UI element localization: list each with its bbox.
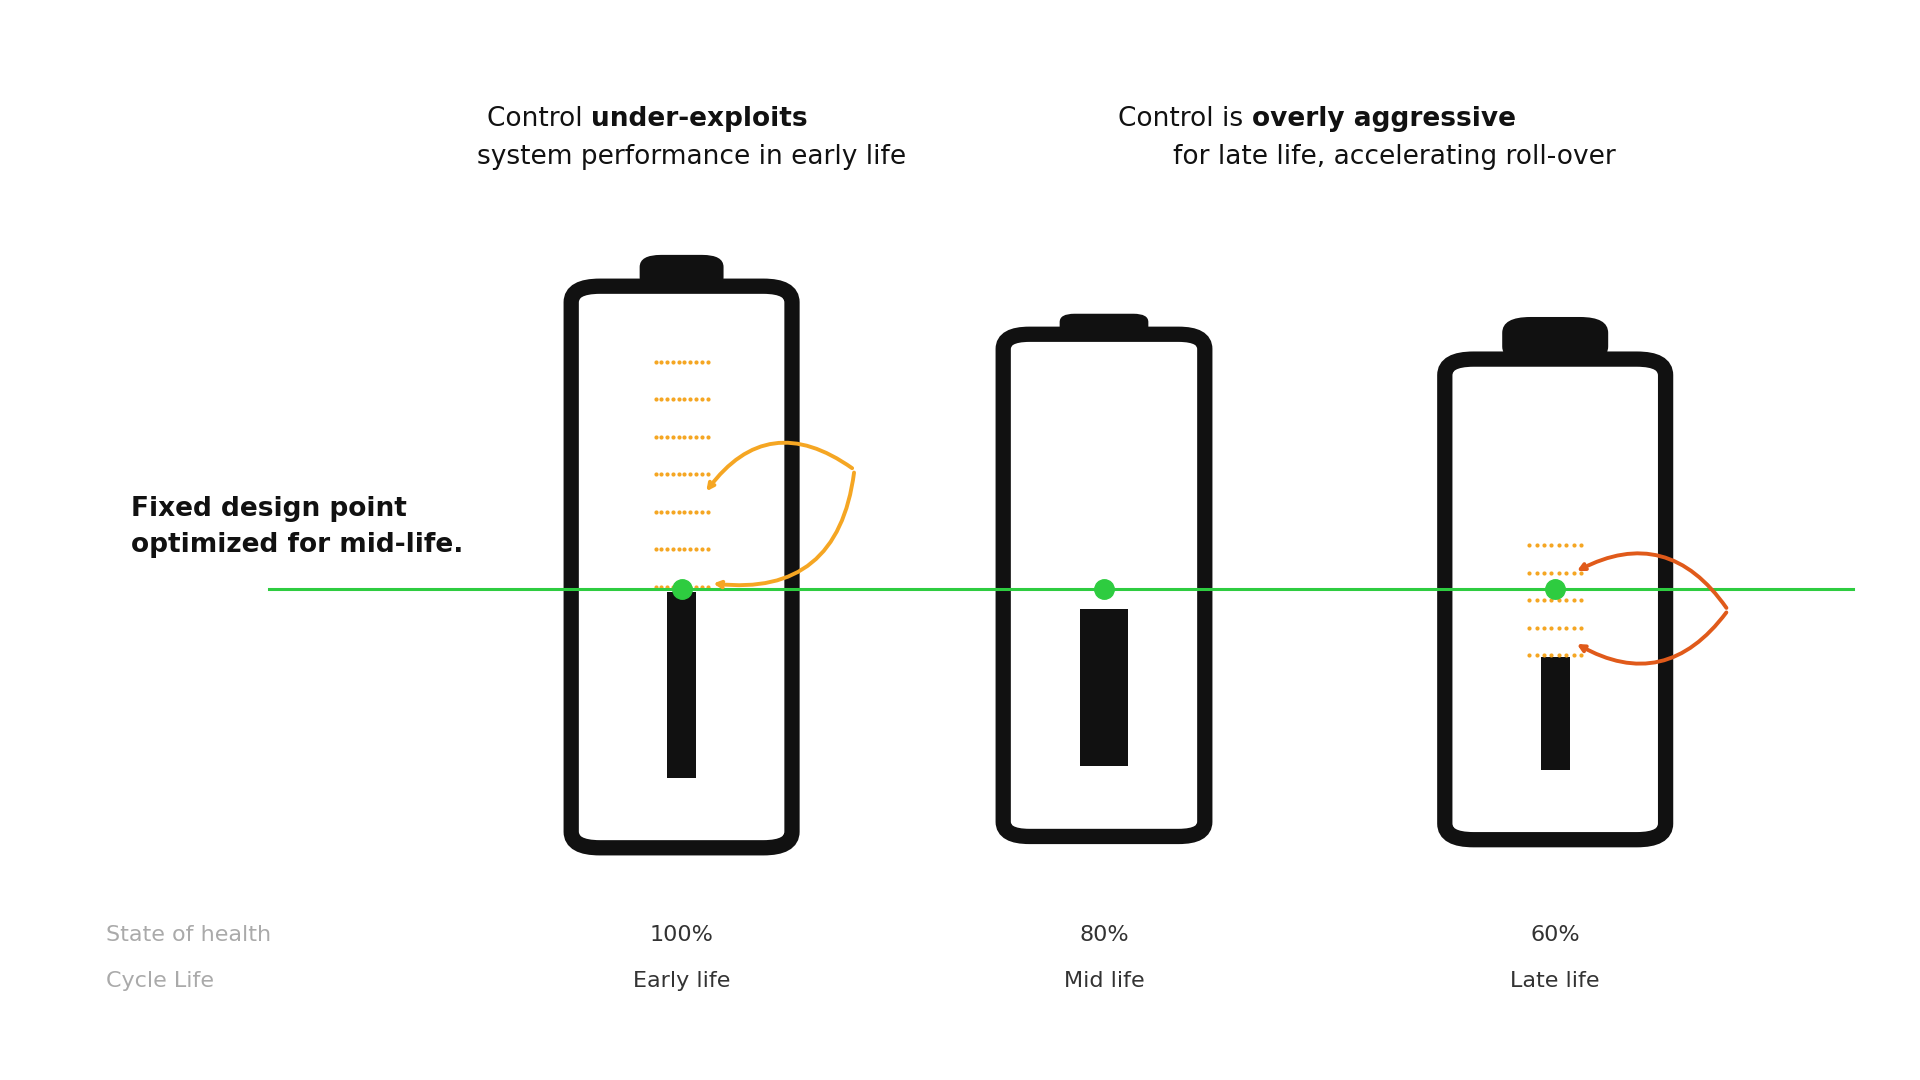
Text: system performance in early life: system performance in early life (476, 144, 906, 170)
FancyBboxPatch shape (572, 286, 791, 848)
Text: 80%: 80% (1079, 924, 1129, 945)
FancyBboxPatch shape (1002, 335, 1206, 836)
Bar (1079, 609, 1127, 767)
FancyBboxPatch shape (639, 255, 724, 289)
Text: Cycle Life: Cycle Life (106, 971, 213, 991)
FancyBboxPatch shape (1501, 318, 1609, 363)
Text: Fixed design point: Fixed design point (131, 496, 407, 522)
Text: Late life: Late life (1511, 971, 1599, 991)
Text: under-exploits: under-exploits (591, 106, 808, 132)
Text: Control is: Control is (1117, 106, 1252, 132)
Text: for late life, accelerating roll-over: for late life, accelerating roll-over (1173, 144, 1615, 170)
Text: Control: Control (488, 106, 591, 132)
Text: overly aggressive: overly aggressive (1252, 106, 1517, 132)
Text: State of health: State of health (106, 924, 271, 945)
Text: optimized for mid-life.: optimized for mid-life. (131, 532, 463, 558)
Text: Early life: Early life (634, 971, 730, 991)
Text: 100%: 100% (649, 924, 714, 945)
Text: Mid life: Mid life (1064, 971, 1144, 991)
FancyBboxPatch shape (1060, 313, 1148, 337)
FancyBboxPatch shape (1446, 359, 1667, 840)
Bar (668, 592, 695, 778)
Bar (1540, 658, 1571, 769)
Text: 60%: 60% (1530, 924, 1580, 945)
